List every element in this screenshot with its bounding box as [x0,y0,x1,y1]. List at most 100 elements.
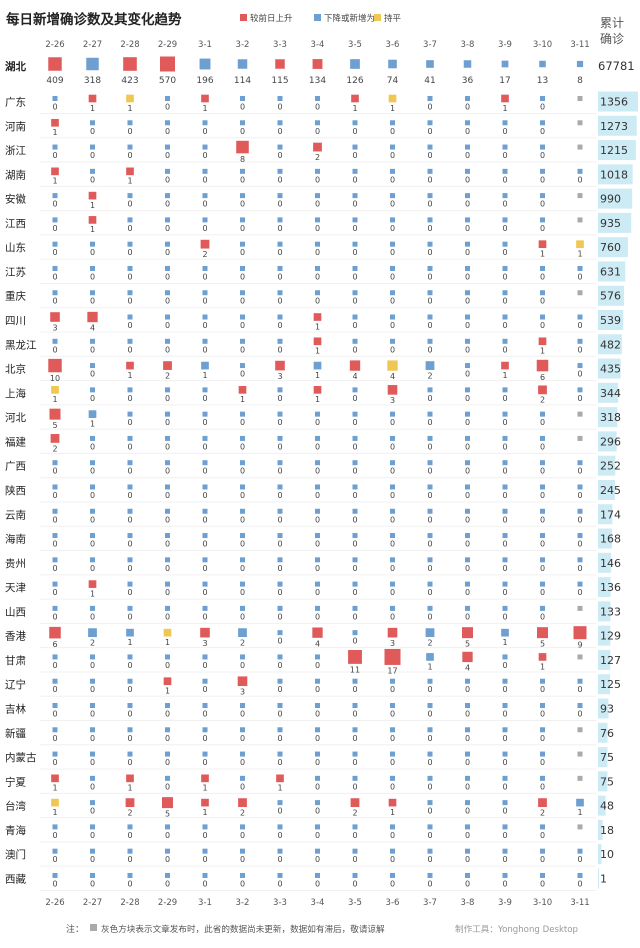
cell-3-3 [277,727,283,733]
cell-value-3-11: 0 [577,467,582,476]
cell-3-6 [390,217,395,223]
cell-3-2 [240,314,245,320]
x-tick-top-5: 3-2 [236,40,250,50]
cell-value-3-5: 0 [352,831,357,840]
cell-3-6 [390,193,395,199]
cell-value-2-27: 0 [90,879,95,888]
cell-3-11 [577,557,583,563]
cell-value-2-28: 0 [127,564,132,573]
cell-3-8 [465,193,470,199]
cell-value-3-7: 0 [427,200,432,209]
cell-2-27 [90,338,95,344]
cell-3-3 [277,751,283,757]
cell-value-2-27: 0 [90,855,95,864]
cell-3-3 [276,774,284,783]
cell-3-3 [275,360,285,371]
cell-3-10 [540,508,545,514]
cell-3-11 [577,824,583,830]
cell-2-28 [127,411,133,417]
cell-value-2-29: 0 [165,491,170,500]
cell-value-3-7: 0 [427,175,432,184]
cell-value-3-11: 8 [577,76,583,86]
cell-value-3-8: 0 [465,200,470,209]
cell-3-1 [202,484,208,490]
cell-3-9 [502,703,508,708]
cell-3-5 [352,338,358,344]
cell-3-7 [427,800,433,806]
cell-2-28 [127,460,133,466]
cell-value-3-6: 1 [390,808,395,817]
cell-value-3-6: 0 [390,831,395,840]
cell-value-3-1: 0 [202,175,207,184]
cell-3-6 [390,533,395,539]
cell-3-7 [427,533,433,539]
cell-3-2 [240,727,245,733]
cell-value-3-1: 0 [202,855,207,864]
cell-2-29 [165,120,170,126]
cell-value-3-8: 0 [465,345,470,354]
cell-3-9 [502,654,508,660]
cell-value-3-9: 0 [502,831,507,840]
total-bar [598,237,628,258]
cell-value-2-28: 0 [127,224,132,233]
cell-3-1 [202,193,208,199]
cell-2-28 [125,798,135,808]
cell-2-27 [90,387,95,393]
cell-3-1 [199,58,211,70]
cell-2-29 [165,533,170,539]
total-value: 1018 [600,168,628,181]
cell-value-3-5: 4 [352,372,357,381]
cell-3-8 [465,678,470,684]
cell-value-2-28: 0 [127,297,132,306]
cell-3-6 [390,144,395,150]
cell-3-4 [315,265,320,271]
row-西藏: 西藏 0 0 0 0 0 0 0 0 0 0 0 0 0 0 0 1 [5,868,607,891]
cell-3-2 [237,676,248,687]
cell-value-3-3: 0 [277,831,282,840]
cell-3-5 [352,144,358,150]
cell-2-26 [52,824,58,830]
total-bar [598,795,606,816]
cell-value-3-7: 0 [427,224,432,233]
cell-3-1 [201,361,209,370]
cell-value-3-6: 0 [390,224,395,233]
cell-3-7 [427,193,433,199]
cell-value-2-26: 0 [52,272,57,281]
province-label: 山东 [5,241,26,254]
cell-3-11 [577,848,583,854]
cell-value-2-28: 0 [127,151,132,160]
cell-value-2-28: 0 [127,758,132,767]
cell-3-6 [387,360,398,371]
cell-3-3 [277,848,283,854]
cell-value-3-8: 0 [465,540,470,549]
cell-3-7 [427,848,433,854]
cell-value-3-2: 0 [240,175,245,184]
x-axis-bottom: 2-26 2-27 2-28 2-29 3-1 3-2 3-3 3-4 3-5 3-6 3-7 3-8… [45,898,589,908]
total-value: 75 [600,751,614,764]
cell-value-3-6: 0 [390,612,395,621]
cell-2-27 [90,120,95,126]
cell-2-26 [52,484,58,490]
cell-3-9 [502,727,508,733]
row-宁夏: 宁夏 1 0 1 0 1 0 1 0 0 0 0 0 0 0 75 [5,771,614,794]
cell-value-3-10: 2 [540,809,545,818]
cell-value-2-26: 409 [46,76,63,86]
cell-3-11 [577,484,583,490]
cell-value-3-3: 0 [277,807,282,816]
cell-value-2-29: 0 [165,394,170,403]
total-value: 136 [600,581,621,594]
cell-value-3-8: 0 [465,588,470,597]
cell-3-8 [465,508,470,514]
cell-value-3-6: 0 [390,200,395,209]
cell-value-2-28: 0 [127,467,132,476]
cell-2-26 [49,408,61,420]
cell-3-10 [540,727,545,733]
cell-3-8 [465,775,470,781]
cell-3-11 [577,460,583,466]
cell-3-7 [427,872,433,878]
cell-3-11 [577,120,583,126]
cell-3-10 [540,411,545,417]
province-label: 山西 [5,606,26,618]
cell-3-4 [315,727,320,733]
cell-value-3-3: 0 [277,297,282,306]
